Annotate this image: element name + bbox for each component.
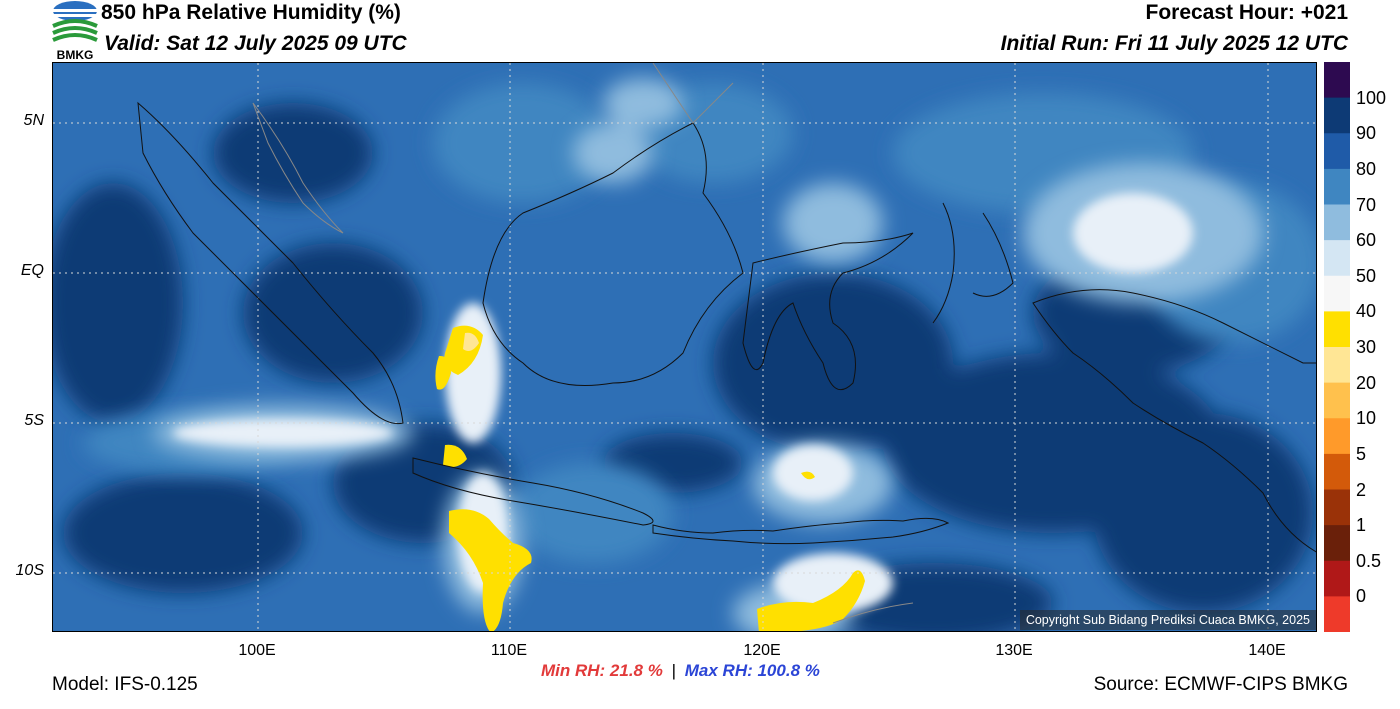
lon-tick-130e: 130E bbox=[995, 642, 1033, 659]
colorbar-label-30: 30 bbox=[1356, 337, 1377, 357]
colorbar bbox=[1324, 62, 1350, 632]
humidity-field bbox=[53, 63, 1316, 631]
source-label: Source: ECMWF-CIPS BMKG bbox=[1093, 674, 1348, 695]
colorbar-label-0-5: 0.5 bbox=[1356, 551, 1382, 571]
model-label: Model: IFS-0.125 bbox=[52, 674, 198, 695]
colorbar-swatch bbox=[1324, 560, 1350, 597]
lat-tick-5s: 5S bbox=[24, 412, 44, 429]
colorbar-label-40: 40 bbox=[1356, 301, 1377, 321]
copyright-notice: Copyright Sub Bidang Prediksi Cuaca BMKG… bbox=[1019, 610, 1316, 630]
colorbar-label-10: 10 bbox=[1356, 408, 1377, 428]
lon-tick-140e: 140E bbox=[1248, 642, 1286, 659]
colorbar-label-70: 70 bbox=[1356, 195, 1377, 215]
stats-separator: | bbox=[671, 661, 677, 680]
colorbar-label-80: 80 bbox=[1356, 159, 1377, 179]
bmkg-logo-icon: BMKG bbox=[50, 0, 100, 62]
lat-tick-eq: EQ bbox=[20, 262, 44, 279]
max-rh: Max RH: 100.8 % bbox=[684, 661, 820, 680]
lon-tick-110e: 110E bbox=[490, 642, 528, 659]
colorbar-label-0: 0 bbox=[1356, 586, 1367, 606]
valid-time: Valid: Sat 12 July 2025 09 UTC bbox=[104, 32, 407, 55]
colorbar-label-2: 2 bbox=[1356, 480, 1367, 500]
colorbar-swatch bbox=[1324, 62, 1350, 99]
lat-tick-10s: 10S bbox=[15, 562, 44, 579]
colorbar-swatch bbox=[1324, 240, 1350, 277]
colorbar-swatch bbox=[1324, 97, 1350, 134]
colorbar-swatch bbox=[1324, 382, 1350, 419]
colorbar-swatch bbox=[1324, 204, 1350, 241]
colorbar-label-5: 5 bbox=[1356, 444, 1367, 464]
rh-stats: Min RH: 21.8 % | Max RH: 100.8 % bbox=[541, 661, 820, 681]
colorbar-label-60: 60 bbox=[1356, 230, 1377, 250]
colorbar-label-50: 50 bbox=[1356, 266, 1377, 286]
min-rh: Min RH: 21.8 % bbox=[541, 661, 663, 680]
forecast-hour: Forecast Hour: +021 bbox=[1145, 1, 1349, 24]
colorbar-swatch bbox=[1324, 311, 1350, 348]
lat-tick-5n: 5N bbox=[23, 112, 44, 129]
colorbar-swatch bbox=[1324, 453, 1350, 491]
colorbar-swatch bbox=[1324, 596, 1350, 632]
lon-tick-120e: 120E bbox=[743, 642, 781, 659]
colorbar-label-100: 100 bbox=[1356, 88, 1387, 108]
logo-text: BMKG bbox=[57, 48, 94, 62]
lon-tick-100e: 100E bbox=[238, 642, 276, 659]
initial-run: Initial Run: Fri 11 July 2025 12 UTC bbox=[1000, 32, 1348, 55]
colorbar-swatch bbox=[1324, 525, 1350, 562]
map-title: 850 hPa Relative Humidity (%) bbox=[101, 1, 401, 24]
colorbar-label-90: 90 bbox=[1356, 123, 1377, 143]
colorbar-swatch bbox=[1324, 347, 1350, 384]
humidity-map bbox=[52, 62, 1317, 632]
colorbar-swatch bbox=[1324, 133, 1350, 170]
colorbar-swatch bbox=[1324, 418, 1350, 455]
colorbar-swatch bbox=[1324, 275, 1350, 312]
colorbar-swatch bbox=[1324, 168, 1350, 206]
colorbar-label-20: 20 bbox=[1356, 373, 1377, 393]
colorbar-label-1: 1 bbox=[1356, 515, 1367, 535]
colorbar-swatch bbox=[1324, 489, 1350, 526]
